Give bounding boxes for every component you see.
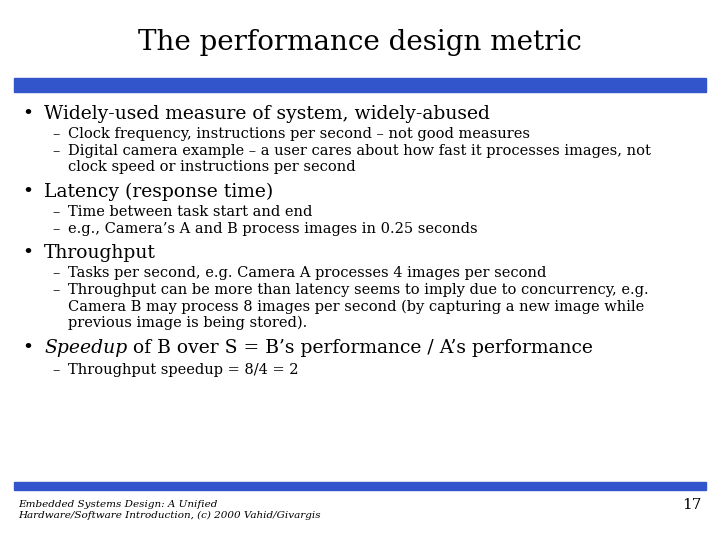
- Text: Throughput: Throughput: [44, 244, 156, 262]
- Text: •: •: [22, 105, 33, 123]
- Text: 17: 17: [683, 498, 702, 512]
- Text: –: –: [52, 266, 59, 280]
- Text: Time between task start and end: Time between task start and end: [68, 205, 312, 219]
- Text: –: –: [52, 222, 59, 236]
- Text: –: –: [52, 205, 59, 219]
- Text: –: –: [52, 144, 59, 158]
- Text: The performance design metric: The performance design metric: [138, 29, 582, 56]
- Bar: [14, 78, 706, 92]
- Text: •: •: [22, 244, 33, 262]
- Text: •: •: [22, 339, 33, 357]
- Text: –: –: [52, 283, 59, 297]
- Text: Digital camera example – a user cares about how fast it processes images, not
cl: Digital camera example – a user cares ab…: [68, 144, 651, 174]
- Text: e.g., Camera’s A and B process images in 0.25 seconds: e.g., Camera’s A and B process images in…: [68, 222, 477, 236]
- Text: Speedup: Speedup: [44, 339, 127, 357]
- Text: Clock frequency, instructions per second – not good measures: Clock frequency, instructions per second…: [68, 127, 530, 141]
- Text: of B over S = B’s performance / A’s performance: of B over S = B’s performance / A’s perf…: [127, 339, 593, 357]
- Text: –: –: [52, 363, 59, 377]
- Text: •: •: [22, 183, 33, 201]
- Text: Tasks per second, e.g. Camera A processes 4 images per second: Tasks per second, e.g. Camera A processe…: [68, 266, 546, 280]
- Text: –: –: [52, 127, 59, 141]
- Bar: [14, 482, 706, 490]
- Text: Throughput can be more than latency seems to imply due to concurrency, e.g.
Came: Throughput can be more than latency seem…: [68, 283, 649, 330]
- Text: Widely-used measure of system, widely-abused: Widely-used measure of system, widely-ab…: [44, 105, 490, 123]
- Text: Throughput speedup = 8/4 = 2: Throughput speedup = 8/4 = 2: [68, 363, 299, 377]
- Text: Latency (response time): Latency (response time): [44, 183, 274, 201]
- Text: Embedded Systems Design: A Unified
Hardware/Software Introduction, (c) 2000 Vahi: Embedded Systems Design: A Unified Hardw…: [18, 500, 320, 519]
